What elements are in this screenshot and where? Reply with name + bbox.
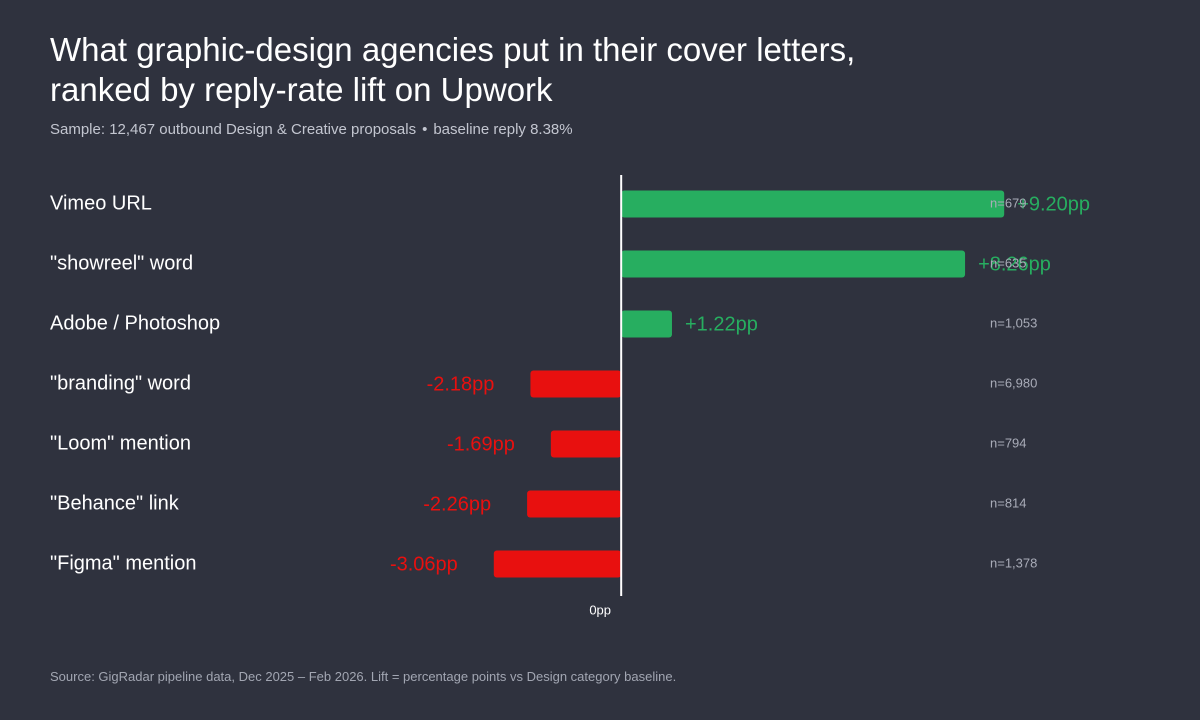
value-label: -2.26pp bbox=[423, 493, 491, 515]
sample-size-label: n=1,378 bbox=[990, 555, 1037, 570]
bar bbox=[530, 370, 622, 398]
category-label: Vimeo URL bbox=[50, 192, 152, 214]
value-label: +1.22pp bbox=[685, 313, 758, 335]
bar bbox=[493, 550, 622, 578]
baseline-text: baseline reply 8.38% bbox=[433, 121, 573, 138]
sample-size-label: n=635 bbox=[990, 255, 1027, 270]
chart-title-line-2: ranked by reply-rate lift on Upwork bbox=[50, 71, 553, 108]
category-label: "Loom" mention bbox=[50, 432, 191, 454]
value-label: +9.20pp bbox=[1017, 193, 1090, 215]
value-label: -1.69pp bbox=[447, 433, 515, 455]
bar bbox=[621, 250, 966, 278]
chart-title-line-1: What graphic-design agencies put in thei… bbox=[50, 31, 856, 68]
category-label: "branding" word bbox=[50, 372, 191, 394]
bar bbox=[621, 310, 672, 338]
sample-size-label: n=1,053 bbox=[990, 315, 1037, 330]
bar bbox=[550, 430, 622, 458]
category-label: Adobe / Photoshop bbox=[50, 312, 220, 334]
sample-size-label: n=814 bbox=[990, 495, 1027, 510]
category-label: "Figma" mention bbox=[50, 552, 196, 574]
chart-title: What graphic-design agencies put in thei… bbox=[50, 30, 1050, 110]
bar bbox=[621, 190, 1005, 218]
chart-subtitle: Sample: 12,467 outbound Design & Creativ… bbox=[50, 121, 573, 138]
category-label: "showreel" word bbox=[50, 252, 193, 274]
sample-size-label: n=6,980 bbox=[990, 375, 1037, 390]
value-label: -2.18pp bbox=[427, 373, 495, 395]
sample-text: Sample: 12,467 outbound Design & Creativ… bbox=[50, 121, 417, 138]
source-note: Source: GigRadar pipeline data, Dec 2025… bbox=[50, 669, 677, 684]
category-label: "Behance" link bbox=[50, 492, 180, 514]
bar bbox=[527, 490, 622, 518]
x-tick-label: 0pp bbox=[589, 602, 611, 617]
sample-size-label: n=679 bbox=[990, 195, 1027, 210]
subtitle-separator: • bbox=[422, 121, 428, 138]
sample-size-label: n=794 bbox=[990, 435, 1027, 450]
value-label: +8.26pp bbox=[978, 253, 1051, 275]
value-label: -3.06pp bbox=[390, 553, 458, 575]
